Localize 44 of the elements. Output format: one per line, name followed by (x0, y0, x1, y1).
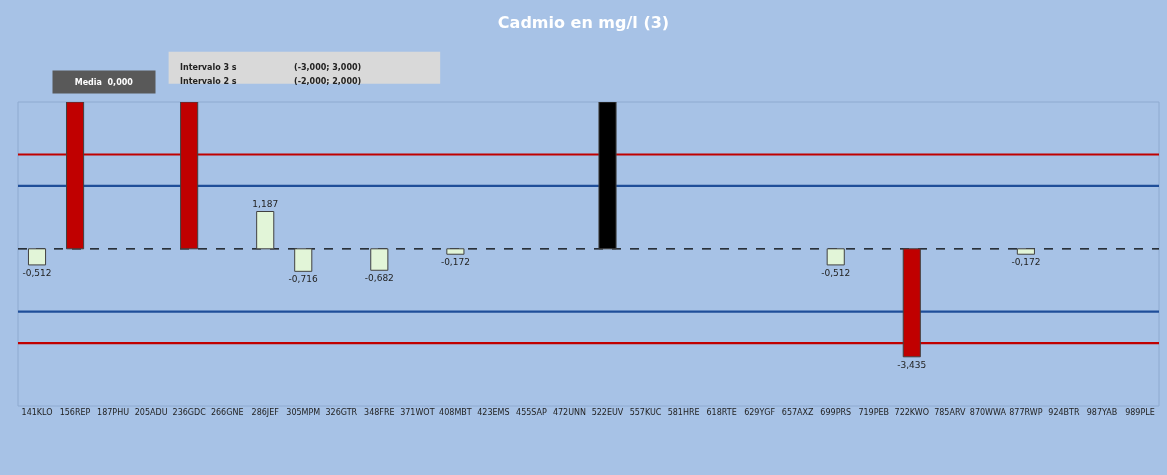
x-tick-label: 699PRS (820, 408, 852, 417)
data-label: -0,512 (22, 267, 52, 278)
x-tick-label: 348FRE (364, 408, 395, 417)
x-tick-label: 423EMS (477, 408, 510, 417)
x-tick-label: 266GNE (210, 408, 244, 417)
data-label: -0,512 (821, 267, 851, 278)
x-tick-label: 657AXZ (781, 408, 815, 417)
text: Intervalo 2 s (180, 77, 237, 86)
x-tick-label: 408MBT (439, 408, 472, 417)
text: (-2,000; 2,000) (294, 77, 362, 86)
x-tick-label: 156REP (59, 408, 91, 417)
x-tick-label: 472UNN (552, 408, 587, 417)
x-tick-label: 205ADU (134, 408, 168, 417)
x-tick-label: 557KUC (629, 408, 662, 417)
x-tick-label: 236GDC (172, 408, 207, 417)
data-label: 1,187 (252, 198, 279, 209)
x-tick-label: 722KWO (894, 408, 929, 417)
data-label: -0,172 (1011, 257, 1041, 268)
x-tick-label: 522EUV (591, 408, 624, 417)
x-tick-label: 371WOT (400, 408, 435, 417)
x-tick-label: 785ARV (934, 408, 967, 417)
x-tick-label: 305MPM (286, 408, 321, 417)
x-tick-label: 877RWP (1009, 408, 1043, 417)
x-tick-label: 629YGF (744, 408, 776, 417)
text: Intervalo 3 s (180, 63, 237, 72)
data-label: -0,172 (440, 257, 470, 268)
data-label: -0,682 (364, 273, 394, 284)
x-tick-label: 286JEF (251, 408, 280, 417)
x-tick-label: 581HRE (667, 408, 700, 417)
x-tick-label: 455SAP (516, 408, 548, 417)
chart-title: Cadmio en mg/l (3) (497, 12, 670, 32)
x-tick-label: 141KLO (21, 408, 53, 417)
x-tick-label: 719PEB (858, 408, 890, 417)
data-label: -3,435 (897, 359, 927, 370)
x-tick-label: 618RTE (706, 408, 737, 417)
x-tick-label: 987YAB (1086, 408, 1118, 417)
text: (-3,000; 3,000) (294, 63, 362, 72)
x-tick-label: 870WWA (969, 408, 1007, 417)
text: Media 0,000 (74, 77, 134, 87)
x-tick-label: 924BTR (1048, 408, 1080, 417)
x-tick-label: 187PHU (97, 408, 130, 417)
x-tick-label: 326GTR (325, 408, 358, 417)
data-label: -0,716 (288, 274, 318, 285)
x-tick-label: 989PLE (1125, 408, 1155, 417)
